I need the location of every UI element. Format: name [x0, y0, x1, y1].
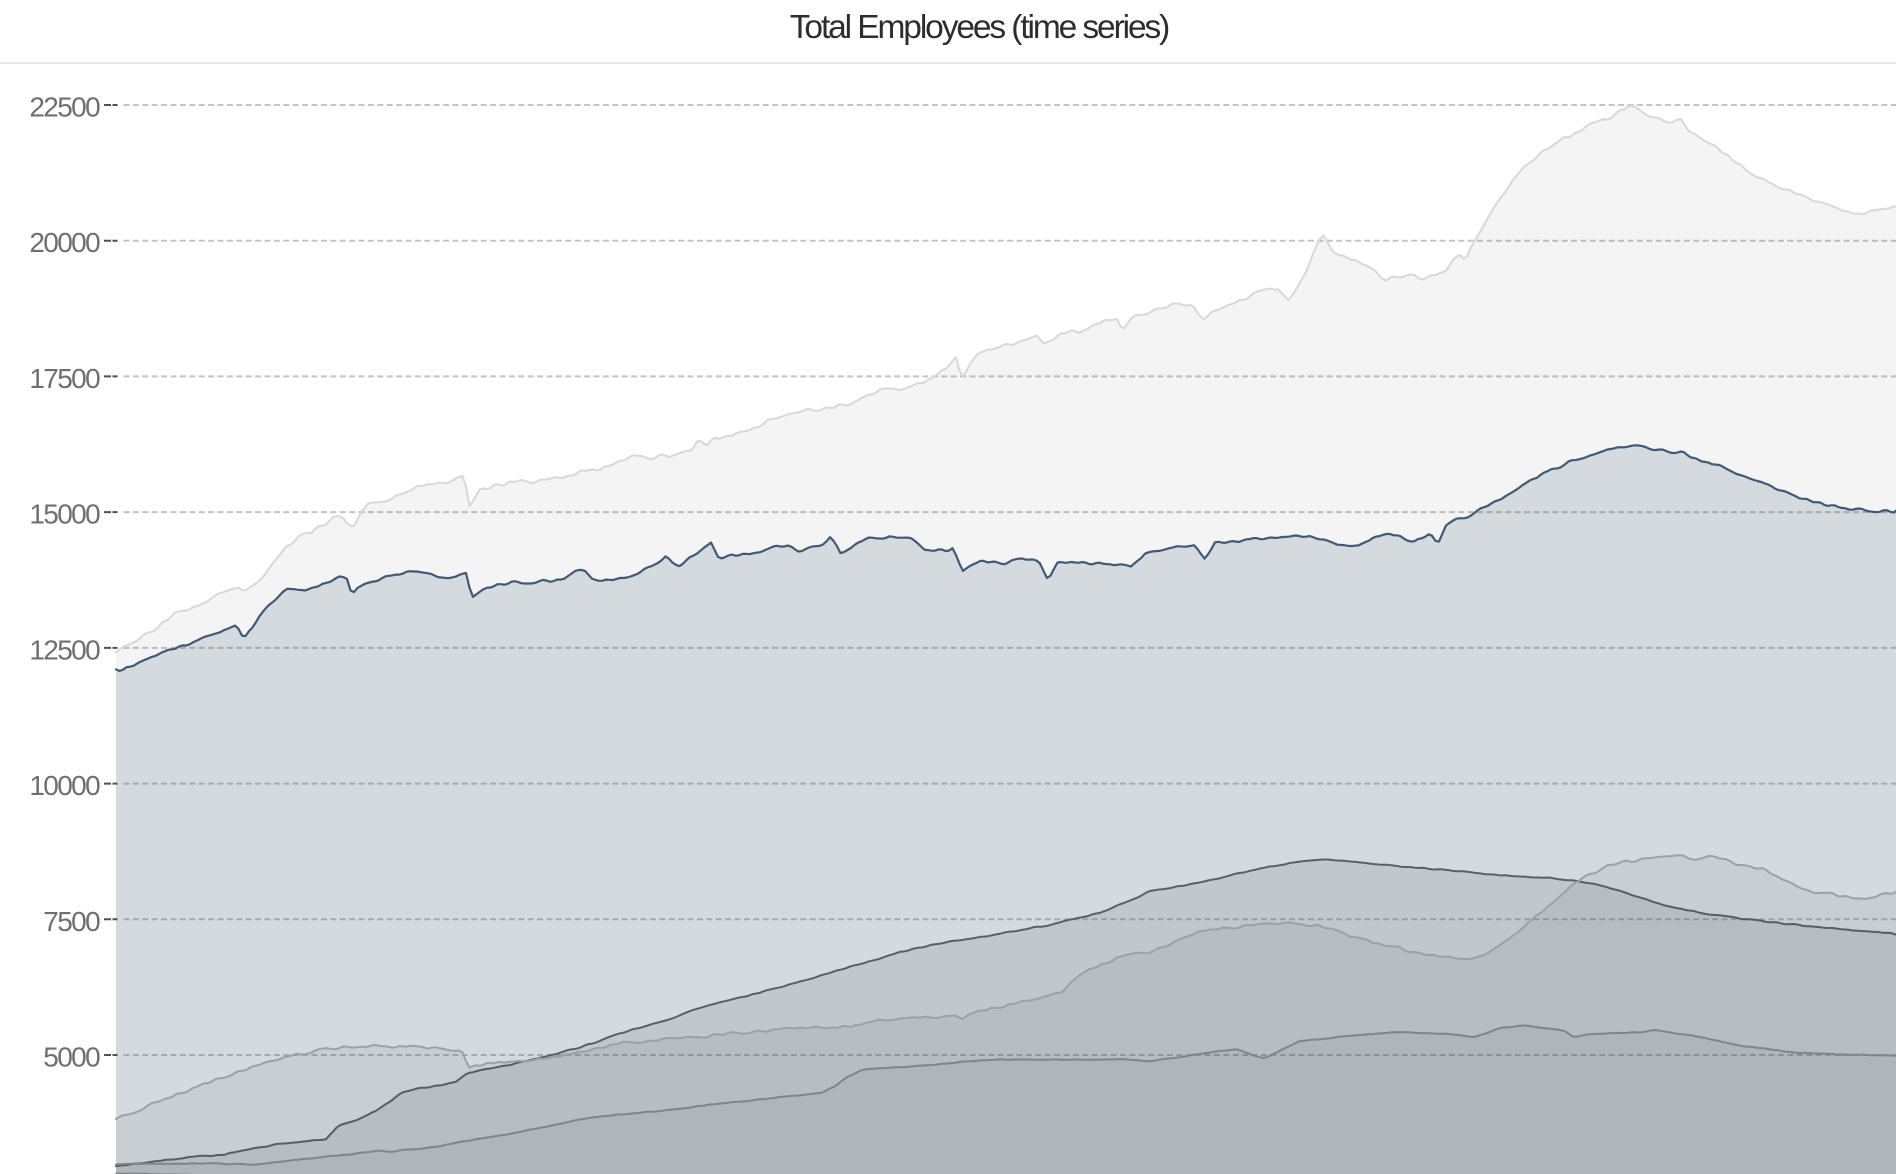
svg-text:10000: 10000 — [29, 770, 100, 801]
svg-text:20000: 20000 — [29, 227, 100, 258]
svg-text:12500: 12500 — [29, 634, 100, 665]
svg-text:7500: 7500 — [43, 906, 100, 937]
svg-text:15000: 15000 — [29, 499, 100, 530]
svg-text:22500: 22500 — [29, 92, 100, 123]
svg-text:17500: 17500 — [29, 363, 100, 394]
svg-text:5000: 5000 — [43, 1042, 100, 1073]
